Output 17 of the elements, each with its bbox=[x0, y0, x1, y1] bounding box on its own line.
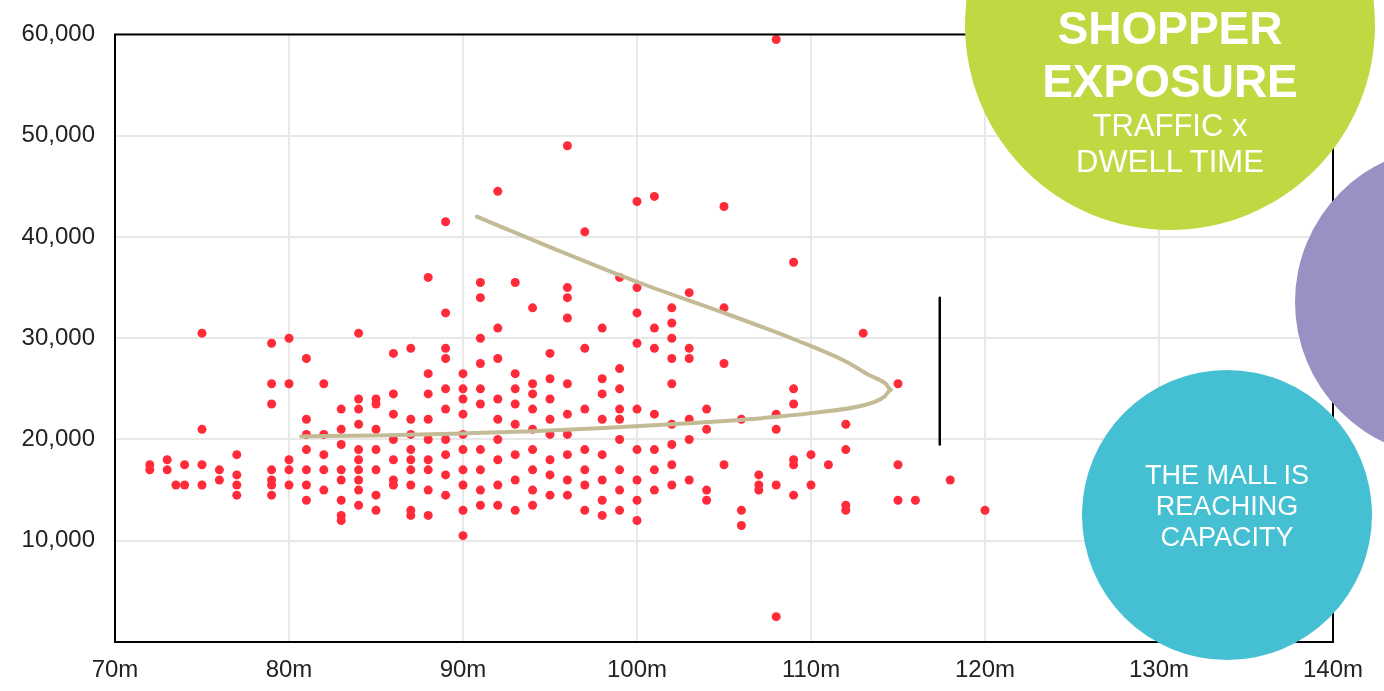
x-tick-label: 120m bbox=[954, 655, 1016, 683]
x-tick-label: 80m bbox=[265, 655, 313, 683]
x-tick-label: 110m bbox=[781, 655, 841, 683]
y-tick-label: 50,000 bbox=[21, 120, 95, 148]
x-tick-label: 100m bbox=[606, 655, 668, 683]
y-tick-label: 10,000 bbox=[21, 525, 95, 553]
y-tick-label: 30,000 bbox=[21, 322, 95, 350]
annotation: SHOPPER EXPOSURE bbox=[1041, 2, 1299, 108]
annotation: TRAFFIC x DWELL TIME bbox=[1075, 108, 1265, 180]
x-tick-label: 130m bbox=[1128, 655, 1190, 683]
y-tick-label: 40,000 bbox=[21, 221, 95, 249]
x-tick-label: 140m bbox=[1302, 655, 1364, 683]
y-tick-label: 20,000 bbox=[21, 424, 95, 452]
x-tick-label: 70m bbox=[91, 655, 139, 683]
y-tick-label: 60,000 bbox=[21, 19, 95, 47]
x-tick-label: 90m bbox=[439, 655, 487, 683]
annotation: THE MALL IS REACHING CAPACITY bbox=[1143, 460, 1310, 554]
